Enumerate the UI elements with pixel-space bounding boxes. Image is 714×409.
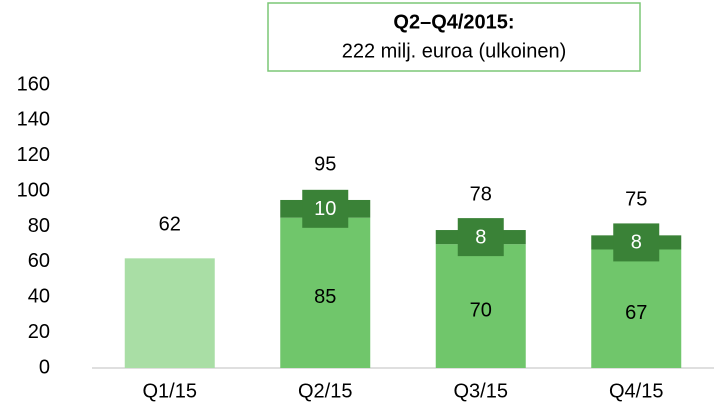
y-tick-label: 120 bbox=[17, 144, 50, 166]
value-label: 62 bbox=[159, 214, 181, 236]
label-box bbox=[457, 218, 504, 257]
bar-segment bbox=[124, 258, 215, 368]
annotation-title: Q2–Q4/2015: bbox=[393, 11, 514, 33]
y-tick-label: 140 bbox=[17, 109, 50, 131]
total-label: 78 bbox=[470, 183, 492, 205]
total-label: 75 bbox=[625, 189, 647, 211]
x-tick-label: Q2/15 bbox=[298, 380, 352, 402]
bar-segment bbox=[435, 244, 526, 368]
annotation-box bbox=[267, 2, 641, 72]
x-tick-label: Q4/15 bbox=[609, 380, 663, 402]
value-label: 10 bbox=[314, 198, 336, 220]
label-box bbox=[613, 223, 660, 262]
value-label: 8 bbox=[475, 226, 486, 248]
x-tick-label: Q1/15 bbox=[143, 380, 197, 402]
y-tick-label: 80 bbox=[28, 215, 50, 237]
value-label: 8 bbox=[631, 232, 642, 254]
y-tick-label: 40 bbox=[28, 286, 50, 308]
bar-segment bbox=[591, 249, 682, 368]
annotation-text: 222 milj. euroa (ulkoinen) bbox=[342, 40, 567, 62]
y-tick-label: 0 bbox=[39, 356, 50, 378]
bar-segment bbox=[280, 217, 371, 368]
value-label: 85 bbox=[314, 286, 336, 308]
y-tick-label: 100 bbox=[17, 179, 50, 201]
y-tick-label: 160 bbox=[17, 73, 50, 95]
total-label: 95 bbox=[314, 153, 336, 175]
x-tick-label: Q3/15 bbox=[454, 380, 508, 402]
value-label: 67 bbox=[625, 302, 647, 324]
value-label: 70 bbox=[470, 299, 492, 321]
y-tick-label: 60 bbox=[28, 250, 50, 272]
y-tick-label: 20 bbox=[28, 321, 50, 343]
label-box bbox=[302, 189, 349, 228]
